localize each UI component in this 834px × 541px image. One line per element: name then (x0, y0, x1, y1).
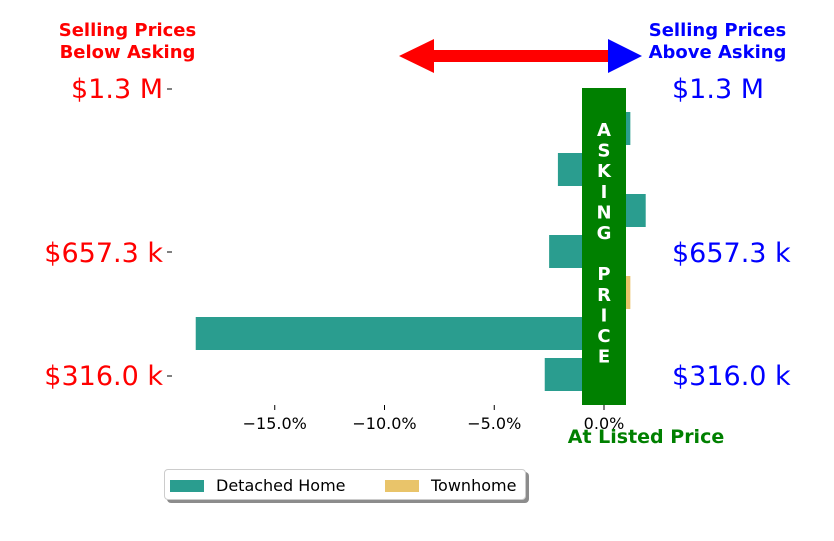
below-asking-header-text: Selling Prices Below Asking (58, 20, 197, 63)
price-label-right-3: $316.0 k (672, 361, 791, 392)
legend-label-townhome: Townhome (431, 476, 517, 495)
arrow-right-head-icon (608, 39, 642, 73)
legend-swatch-detached-home (170, 479, 204, 492)
price-label-left-3: $316.0 k (44, 361, 163, 392)
arrow-shaft (428, 50, 614, 62)
asking-price-band (582, 88, 626, 405)
legend-label-detached-home: Detached Home (216, 476, 346, 495)
price-label-left-1: $1.3 M (71, 74, 163, 105)
x-axis-ticks: −15.0% −10.0% −5.0% 0.0% (243, 405, 625, 433)
bar-group (195, 112, 646, 391)
asking-price-letter-11: E (598, 347, 610, 368)
above-asking-header: Selling Prices Above Asking (630, 20, 805, 64)
asking-price-letter-4: N (596, 202, 611, 223)
asking-price-letter-1: S (598, 141, 611, 162)
arrow-left-head-icon (399, 39, 434, 73)
price-tick-marks (167, 88, 172, 377)
asking-price-letter-3: I (601, 182, 608, 203)
x-tick-label-0: −15.0% (243, 414, 307, 433)
price-label-right-1: $1.3 M (672, 74, 764, 105)
price-label-left-2: $657.3 k (44, 238, 163, 269)
asking-price-letter-10: C (597, 326, 610, 347)
chart-legend: Detached Home Townhome (164, 469, 526, 500)
x-tick-label-3: 0.0% (584, 414, 625, 433)
legend-item-detached-home: Detached Home (170, 470, 346, 501)
x-tick-label-1: −10.0% (352, 414, 416, 433)
legend-item-townhome: Townhome (385, 470, 516, 501)
above-asking-header-text: Selling Prices Above Asking (648, 20, 787, 63)
legend-swatch-townhome (385, 479, 419, 492)
x-tick-label-2: −5.0% (467, 414, 521, 433)
asking-price-letter-0: A (597, 120, 611, 141)
at-listed-price-label: At Listed Price (567, 426, 725, 448)
asking-price-letter-2: K (597, 161, 612, 182)
asking-price-letter-7: P (597, 264, 610, 285)
asking-price-letter-5: G (597, 223, 612, 244)
below-asking-header: Selling Prices Below Asking (40, 20, 215, 64)
bar-detached-home-row-6 (195, 317, 605, 350)
price-label-right-2: $657.3 k (672, 238, 791, 269)
asking-price-letter-9: I (601, 305, 608, 326)
asking-price-letter-8: R (597, 285, 611, 306)
